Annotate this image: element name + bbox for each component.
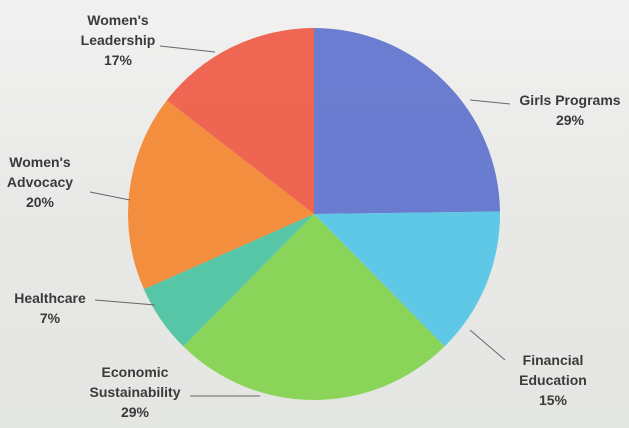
leader-line [159, 45, 216, 53]
category-label: Women's Advocacy [6, 154, 74, 190]
slice-label: Women's Advocacy 20% [0, 152, 120, 212]
leader-line [469, 99, 511, 105]
pie-slice [143, 214, 314, 347]
value-label: 20% [25, 194, 55, 210]
leader-line [94, 299, 156, 306]
pie-slice [314, 211, 500, 347]
slice-label: Women's Leadership 17% [38, 10, 198, 70]
value-label: 29% [555, 112, 585, 128]
leader-line [469, 329, 506, 361]
leader-line [89, 191, 131, 201]
slice-label: Economic Sustainability 29% [55, 362, 215, 422]
value-label: 15% [538, 392, 568, 408]
value-label: 29% [120, 404, 150, 420]
category-label: Financial Education [519, 352, 587, 388]
category-label: Economic Sustainability [89, 364, 181, 400]
pie-slice [314, 28, 500, 214]
category-label: Healthcare [14, 290, 86, 306]
value-label: 7% [39, 310, 61, 326]
pie-slice [127, 100, 314, 290]
category-label: Girls Programs [519, 92, 621, 108]
category-label: Women's Leadership [80, 12, 156, 48]
pie-slice [166, 28, 314, 214]
slice-label: Healthcare 7% [0, 288, 130, 328]
pie-slice [183, 214, 445, 400]
value-label: 17% [103, 52, 133, 68]
slice-label: Girls Programs 29% [490, 90, 629, 130]
slice-label: Financial Education 15% [473, 350, 629, 410]
